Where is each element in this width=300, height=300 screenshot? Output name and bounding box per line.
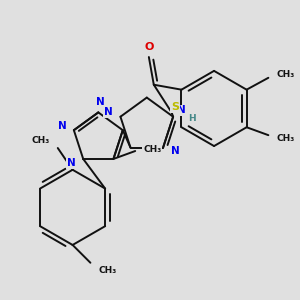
Text: CH₃: CH₃ xyxy=(143,145,161,154)
Text: N: N xyxy=(96,97,105,106)
Text: O: O xyxy=(144,42,154,52)
Text: CH₃: CH₃ xyxy=(98,266,117,275)
Text: CH₃: CH₃ xyxy=(276,134,295,142)
Text: CH₃: CH₃ xyxy=(276,70,295,79)
Text: S: S xyxy=(171,102,179,112)
Text: N: N xyxy=(58,121,66,131)
Text: N: N xyxy=(67,158,76,168)
Text: N: N xyxy=(104,107,113,117)
Text: CH₃: CH₃ xyxy=(32,136,50,145)
Text: N: N xyxy=(177,105,185,116)
Text: H: H xyxy=(188,114,196,123)
Text: N: N xyxy=(171,146,179,156)
